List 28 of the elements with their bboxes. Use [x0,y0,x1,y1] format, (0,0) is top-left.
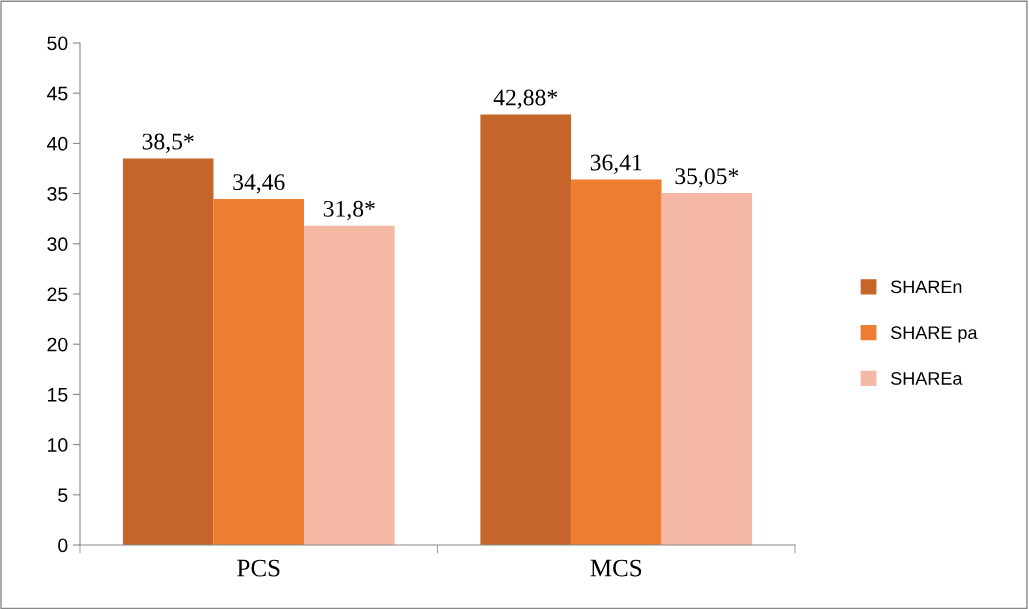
bar [480,114,571,545]
y-tick-label: 40 [47,136,68,151]
bar [122,158,214,545]
bar [304,225,395,545]
y-tick-label: 25 [47,287,68,302]
data-label: 34,46 [233,174,285,194]
data-label: 35,05* [675,168,739,188]
y-tick-label: 10 [48,438,68,452]
data-label: 42,88* [493,89,558,109]
y-tick-label: 0 [58,538,68,553]
y-tick-label: 5 [58,488,68,503]
y-tick-label: 20 [47,337,68,352]
data-label: 38,5* [142,133,194,153]
legend-label: SHAREa [891,372,963,385]
bar [661,193,753,545]
data-label: 36,41 [590,154,642,174]
bar [570,179,662,545]
y-tick-label: 35 [47,187,68,201]
bar [213,199,305,545]
legend-label: SHAREn [891,280,962,294]
y-tick-label: 45 [47,86,68,101]
y-tick-label: 15 [48,388,68,402]
data-label: 31,8* [323,200,375,221]
x-tick-label: MCS [590,559,642,577]
legend-label: SHARE pa [891,326,978,343]
y-tick-label: 50 [47,36,68,51]
x-tick-label: PCS [237,559,280,577]
y-tick-label: 30 [47,237,68,252]
